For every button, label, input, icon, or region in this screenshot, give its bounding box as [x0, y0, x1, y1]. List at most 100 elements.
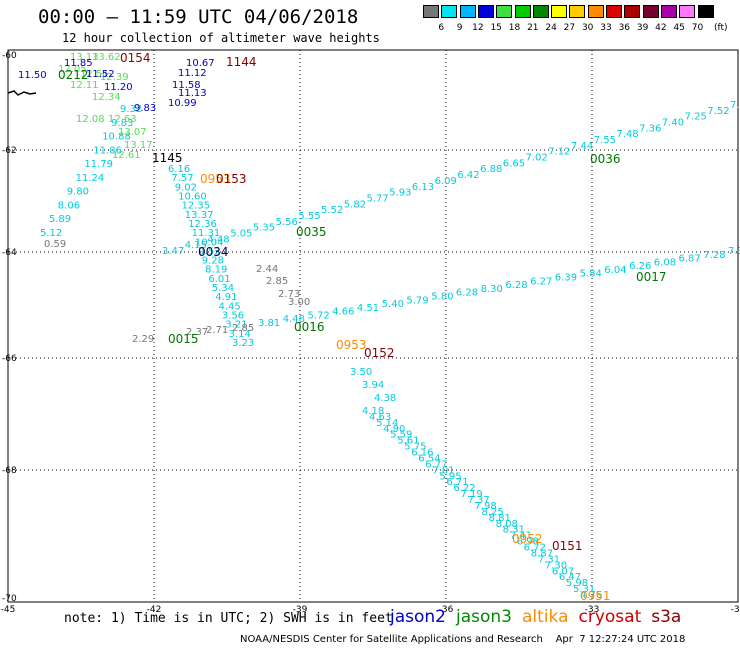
lat-tick-label: -64 [2, 248, 17, 258]
pass-time-stamp: 0015 [168, 332, 199, 346]
wave-height-label: 7.3 [728, 246, 740, 257]
map-frame [7, 49, 739, 603]
legend-level-label: 18 [508, 23, 521, 33]
wave-height-label: 4.90 [383, 424, 405, 435]
legend-level-label: 70 [691, 23, 704, 33]
wave-height-label: 5.59 [390, 430, 412, 441]
wave-height-label: 4.48 [283, 314, 305, 325]
lon-tick-label: -39 [293, 605, 308, 615]
lat-tick-label: -62 [2, 146, 17, 156]
pass-time-stamp: 0212 [58, 68, 89, 82]
wave-height-label: 11.58 [172, 80, 201, 91]
wave-height-label: 7.31 [538, 554, 560, 565]
wave-height-label: 4.63 [369, 412, 391, 423]
lat-tick-label: -70 [2, 594, 17, 604]
wave-height-label: 7.98 [475, 501, 497, 512]
wave-height-label: 3.23 [232, 338, 254, 349]
wave-height-label: 5.55 [298, 211, 320, 222]
wave-height-label: 6.01 [208, 274, 230, 285]
wave-height-label: 4.66 [332, 307, 354, 318]
wave-height-label: 12.63 [108, 114, 137, 125]
pass-time-stamp: 1144 [226, 55, 257, 69]
legend-swatch [477, 5, 494, 18]
wave-height-label: 11.31 [192, 228, 221, 239]
wave-height-label: 6.28 [505, 280, 527, 291]
wave-height-label: 5.77 [367, 193, 389, 204]
wave-height-label: 6.16 [168, 164, 190, 175]
wave-height-label: 12.34 [92, 92, 121, 103]
lat-tick-label: -68 [2, 466, 17, 476]
wave-height-label: 6.71 [446, 477, 468, 488]
wave-height-label: 11.12 [178, 68, 207, 79]
pass-time-stamp: 0953 [200, 172, 231, 186]
wave-height-label: 5.40 [382, 299, 404, 310]
wave-height-label: 5.31 [573, 584, 595, 595]
wave-height-label: 8.08 [496, 519, 518, 530]
legend-level-label: 27 [563, 23, 576, 33]
legend-swatch [679, 5, 696, 18]
wave-height-label: 8.81 [489, 513, 511, 524]
wave-height-label: 9.28 [202, 256, 224, 267]
legend-swatch [551, 5, 568, 18]
legend-level-label: 21 [527, 23, 539, 33]
wave-height-label: 6.09 [435, 176, 457, 187]
wave-height-label: 6.98 [517, 537, 539, 548]
legend-level-label: 9 [456, 23, 463, 33]
satellite-name: cryosat [578, 607, 642, 627]
legend-level-label: 15 [490, 23, 502, 33]
wave-height-label: 13.17 [124, 140, 153, 151]
wave-height-label: 12.35 [182, 201, 211, 212]
wave-height-label: 4.38 [374, 393, 396, 404]
lon-tick-label: -42 [147, 605, 162, 615]
legend-swatch [459, 5, 476, 18]
legend-swatch [606, 5, 622, 18]
wave-height-label: 2.73 [278, 289, 300, 300]
wave-height-label: 6.13 [412, 182, 434, 193]
wave-height-label: 6.87 [679, 254, 701, 265]
wave-height-label: 5.34 [212, 283, 234, 294]
legend-swatch [514, 5, 531, 18]
wave-height-label: 11.13 [178, 88, 207, 99]
wave-height-label: 7.12 [548, 147, 570, 158]
legend-level-label: 24 [545, 23, 557, 33]
wave-height-label: 7.28 [703, 250, 725, 261]
legend-swatch [624, 5, 641, 18]
satellite-name: jason2 [390, 607, 446, 627]
pass-time-stamp: 0952 [512, 532, 543, 546]
wave-height-label: 7.41 [510, 531, 532, 542]
wave-height-label: 5.89 [49, 214, 71, 225]
pass-time-stamp: 0034 [198, 245, 229, 259]
wave-height-label: 12.08 [76, 114, 105, 125]
wave-height-label: 5.61 [397, 436, 419, 447]
wave-height-label: 5.93 [389, 188, 411, 199]
wave-height-label: 4.51 [357, 303, 379, 314]
legend-swatch [697, 5, 714, 18]
wave-height-label: 7.44 [571, 141, 593, 152]
wave-height-label: 11.24 [76, 173, 105, 184]
satellite-name: s3a [651, 607, 682, 627]
wave-height-label: 11.85 [64, 58, 93, 69]
coastline-fragment [7, 90, 37, 96]
wave-height-label: 11.52 [86, 69, 115, 80]
map-subtitle: 12 hour collection of altimeter wave hei… [62, 31, 380, 45]
wave-height-label: 8.19 [205, 265, 227, 276]
footer-credit: NOAA/NESDIS Center for Satellite Applica… [240, 634, 686, 645]
wave-height-label: 10.60 [178, 192, 207, 203]
legend-level-label: 39 [636, 23, 649, 33]
legend-swatch [423, 5, 439, 18]
wave-height-label: 8.25 [482, 507, 504, 518]
wave-height-label: 6.27 [530, 276, 552, 287]
map-title: 00:00 – 11:59 UTC 04/06/2018 [38, 6, 359, 28]
wave-height-label: 12.05 [58, 64, 87, 75]
note-text: note: 1) Time is in UTC; 2) SWH is in fe… [64, 611, 393, 626]
wave-height-label: 13.37 [185, 210, 214, 221]
wave-height-label: 10.67 [186, 58, 215, 69]
wave-height-label: 7.25 [685, 112, 707, 123]
wave-height-label: 6.47 [559, 572, 581, 583]
legend-level-label: 6 [438, 23, 445, 33]
wave-height-label: 9.32 [120, 104, 142, 115]
pass-time-stamp: 0016 [294, 320, 325, 334]
legend-swatch [587, 5, 604, 18]
pass-time-stamp: 0154 [120, 51, 151, 65]
